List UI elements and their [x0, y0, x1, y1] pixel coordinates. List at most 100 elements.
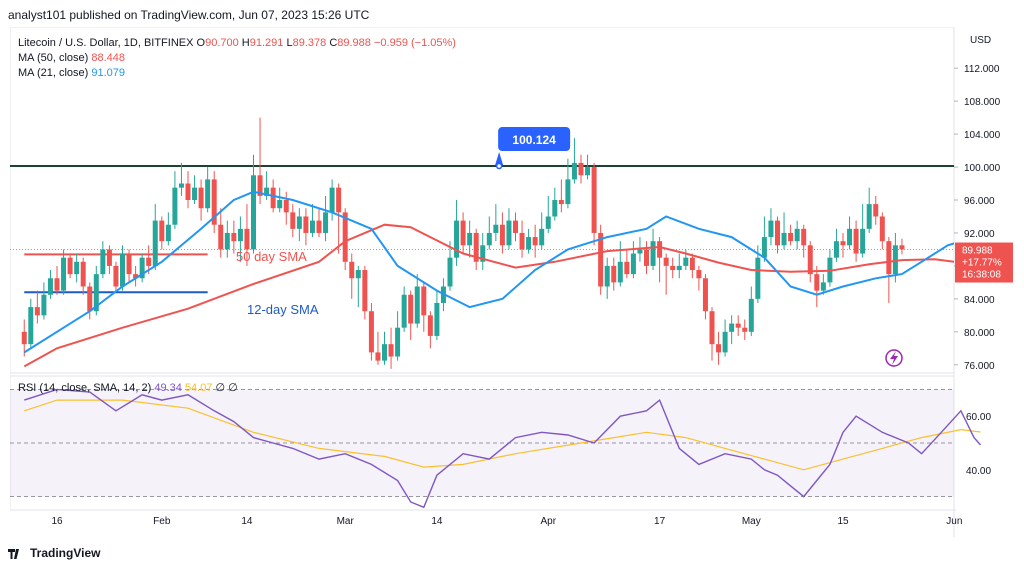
- candle-body: [74, 261, 80, 275]
- candle-body: [447, 257, 453, 287]
- open-label: O: [196, 37, 206, 49]
- candle-body: [100, 249, 106, 275]
- candle-body: [873, 204, 879, 217]
- candle: [211, 171, 217, 233]
- close-label: C: [329, 37, 338, 49]
- ma21-line: [23, 190, 954, 354]
- candle: [820, 274, 826, 295]
- price-chart-svg[interactable]: USD 112.000 108.000 104.000 100.000 96.000 92.…: [9, 26, 1014, 538]
- candle-body: [198, 187, 204, 209]
- candle-body: [565, 179, 571, 205]
- ma50-row[interactable]: MA (50, close) 88.448: [18, 51, 456, 66]
- candle-body: [571, 162, 577, 180]
- ma21-label: MA (21, close): [18, 67, 89, 79]
- candle-body: [251, 175, 256, 250]
- resistance-callout-box: [498, 127, 571, 152]
- candle: [133, 265, 139, 287]
- candle-body: [61, 257, 67, 291]
- rsi-tick-label: 40.00: [966, 466, 991, 477]
- candle-body: [558, 200, 564, 205]
- candle-body: [519, 232, 525, 250]
- candle-body: [761, 237, 767, 258]
- price-tick-label: 108.000: [964, 97, 1001, 108]
- candle-body: [87, 286, 93, 312]
- footer-brand[interactable]: TradingView: [8, 546, 100, 560]
- candle-body: [434, 302, 440, 336]
- candle-body: [80, 261, 86, 287]
- rsi-legend[interactable]: RSI (14, close, SMA, 14, 2) 49.34 54.07 …: [18, 381, 238, 394]
- candle-body: [205, 179, 211, 209]
- candle: [47, 270, 53, 299]
- candle-body: [860, 228, 866, 254]
- candle-body: [244, 228, 250, 250]
- time-tick-label: 16: [51, 516, 63, 527]
- candle: [74, 253, 80, 283]
- price-tick-label: 80.000: [964, 328, 995, 339]
- candle: [755, 245, 761, 303]
- candle: [565, 158, 571, 209]
- chart-area[interactable]: USD 112.000 108.000 104.000 100.000 96.000 92.…: [9, 26, 1014, 538]
- candle: [414, 274, 420, 328]
- candle: [34, 290, 40, 324]
- candle: [814, 265, 820, 308]
- symbol-label[interactable]: Litecoin / U.S. Dollar, 1D, BITFINEX: [18, 37, 194, 49]
- candle-body: [676, 265, 682, 271]
- tradingview-logo-icon: [8, 548, 20, 559]
- candle: [224, 220, 230, 258]
- candle-body: [781, 232, 787, 246]
- candle: [401, 286, 407, 332]
- candle-body: [742, 327, 748, 332]
- candle: [624, 249, 630, 279]
- candle: [761, 216, 767, 262]
- candle-body: [663, 257, 669, 266]
- candle-body: [716, 344, 722, 353]
- candle-body: [178, 183, 184, 188]
- candle-body: [591, 167, 597, 233]
- candle-body: [401, 294, 407, 328]
- candle-body: [113, 265, 119, 287]
- candle-body: [755, 257, 761, 299]
- candle: [237, 216, 243, 262]
- candle: [716, 331, 722, 365]
- candle-body: [414, 286, 420, 324]
- candle: [499, 212, 505, 254]
- candle: [159, 216, 165, 250]
- candle: [21, 319, 27, 357]
- candle: [362, 265, 368, 320]
- candle-body: [709, 311, 715, 345]
- candle: [421, 282, 427, 332]
- candle: [139, 253, 145, 283]
- brand-name: TradingView: [30, 546, 101, 560]
- candle-body: [303, 216, 309, 233]
- ma50-line: [23, 223, 954, 368]
- candle-body: [152, 220, 158, 266]
- candle: [251, 154, 256, 254]
- candle: [41, 282, 47, 320]
- ma50-value: 88.448: [91, 52, 126, 64]
- candle-body: [165, 224, 171, 242]
- candle-body: [362, 270, 368, 312]
- candle: [571, 138, 577, 184]
- candle-body: [788, 232, 794, 242]
- candle-body: [316, 220, 322, 233]
- candle-body: [722, 331, 728, 353]
- candle: [729, 315, 735, 345]
- candle-body: [486, 232, 492, 246]
- candle-body: [329, 187, 335, 213]
- candle: [67, 253, 73, 279]
- candle-body: [218, 224, 224, 250]
- candle-body: [224, 232, 230, 250]
- candle-body: [833, 241, 839, 258]
- annotation-50-day-sma: 50 day SMA: [236, 249, 307, 264]
- ma21-row[interactable]: MA (21, close) 91.079: [18, 66, 456, 81]
- candle-body: [794, 228, 800, 242]
- candle-body: [814, 274, 820, 291]
- candle-body: [139, 257, 145, 279]
- candle: [873, 195, 879, 225]
- rsi-extra: ∅ ∅: [215, 382, 238, 394]
- price-tick-label: 96.000: [964, 196, 995, 207]
- low-value: 89.378: [292, 37, 327, 49]
- candle: [244, 204, 250, 266]
- candle: [807, 241, 813, 283]
- candle-body: [545, 216, 551, 229]
